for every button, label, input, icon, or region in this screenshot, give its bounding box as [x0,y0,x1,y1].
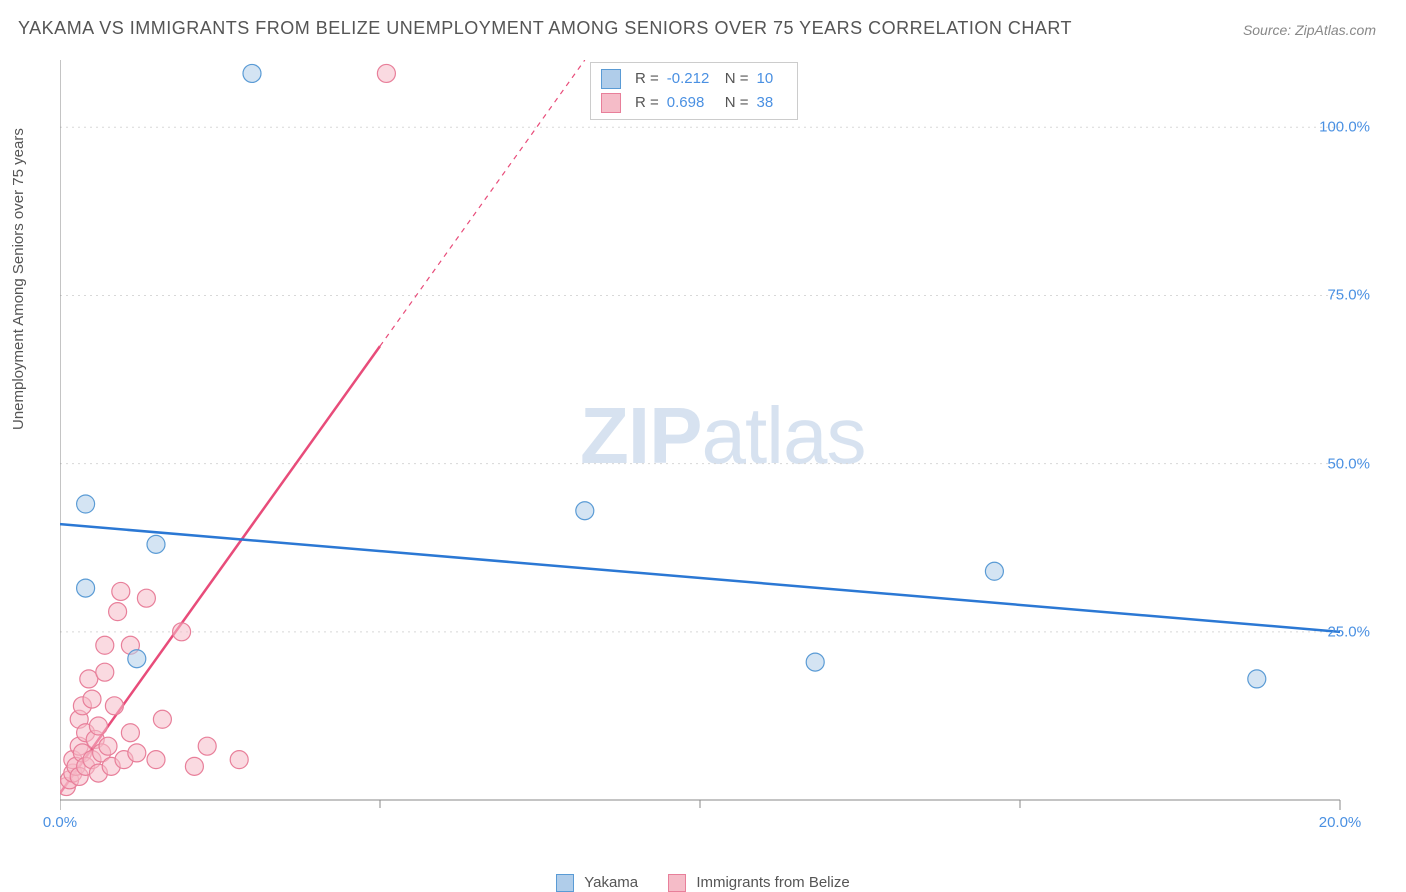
y-tick-label: 25.0% [1327,623,1370,640]
swatch-belize [601,93,621,113]
legend-row-belize: R = 0.698 N = 38 [601,91,787,115]
source-credit: Source: ZipAtlas.com [1243,22,1376,38]
r-label: R = [635,67,659,91]
swatch-yakama [601,69,621,89]
r-value-yakama: -0.212 [667,67,717,91]
y-tick-label: 75.0% [1327,287,1370,304]
series-legend: Yakama Immigrants from Belize [0,874,1406,892]
legend-item-belize: Immigrants from Belize [668,874,850,892]
r-value-belize: 0.698 [667,91,717,115]
legend-item-yakama: Yakama [556,874,638,892]
n-label: N = [725,91,749,115]
r-label: R = [635,91,659,115]
y-tick-label: 50.0% [1327,455,1370,472]
legend-label-yakama: Yakama [584,874,638,891]
y-tick-label: 100.0% [1319,119,1370,136]
legend-label-belize: Immigrants from Belize [696,874,849,891]
x-tick-label: 0.0% [43,814,77,831]
legend-row-yakama: R = -0.212 N = 10 [601,67,787,91]
swatch-yakama [556,874,574,892]
n-value-belize: 38 [757,91,787,115]
n-label: N = [725,67,749,91]
swatch-belize [668,874,686,892]
scatter-plot [60,60,1380,830]
y-axis-label: Unemployment Among Seniors over 75 years [10,128,27,430]
chart-area: 25.0%50.0%75.0%100.0%0.0%20.0% [60,60,1380,830]
correlation-legend: R = -0.212 N = 10 R = 0.698 N = 38 [590,62,798,120]
x-tick-label: 20.0% [1319,814,1362,831]
n-value-yakama: 10 [757,67,787,91]
chart-title: YAKAMA VS IMMIGRANTS FROM BELIZE UNEMPLO… [18,18,1072,39]
